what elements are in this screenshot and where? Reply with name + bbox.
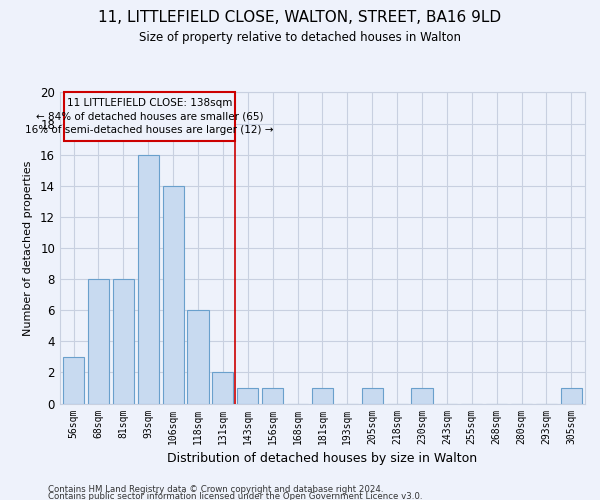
Bar (63, 357, 84, 404)
Text: 16% of semi-detached houses are larger (12) →: 16% of semi-detached houses are larger (… (25, 125, 274, 135)
Y-axis label: Number of detached properties: Number of detached properties (23, 160, 33, 336)
Bar (163, 186, 184, 404)
Bar (137, 154, 159, 404)
Text: Contains HM Land Registry data © Crown copyright and database right 2024.: Contains HM Land Registry data © Crown c… (48, 484, 383, 494)
Bar (212, 372, 233, 404)
Bar (312, 388, 333, 404)
Text: Size of property relative to detached houses in Walton: Size of property relative to detached ho… (139, 31, 461, 44)
Bar (64, 92, 235, 140)
Text: 11, LITTLEFIELD CLOSE, WALTON, STREET, BA16 9LD: 11, LITTLEFIELD CLOSE, WALTON, STREET, B… (98, 10, 502, 25)
Bar (113, 279, 134, 404)
Bar (262, 388, 283, 404)
Text: 11 LITTLEFIELD CLOSE: 138sqm: 11 LITTLEFIELD CLOSE: 138sqm (67, 98, 232, 108)
Bar (362, 388, 383, 404)
Bar (187, 310, 209, 404)
Text: Contains public sector information licensed under the Open Government Licence v3: Contains public sector information licen… (48, 492, 422, 500)
Bar (412, 388, 433, 404)
Bar (561, 388, 582, 404)
Text: ← 84% of detached houses are smaller (65): ← 84% of detached houses are smaller (65… (36, 112, 263, 122)
Bar (237, 388, 259, 404)
Bar (88, 279, 109, 404)
X-axis label: Distribution of detached houses by size in Walton: Distribution of detached houses by size … (167, 452, 478, 465)
